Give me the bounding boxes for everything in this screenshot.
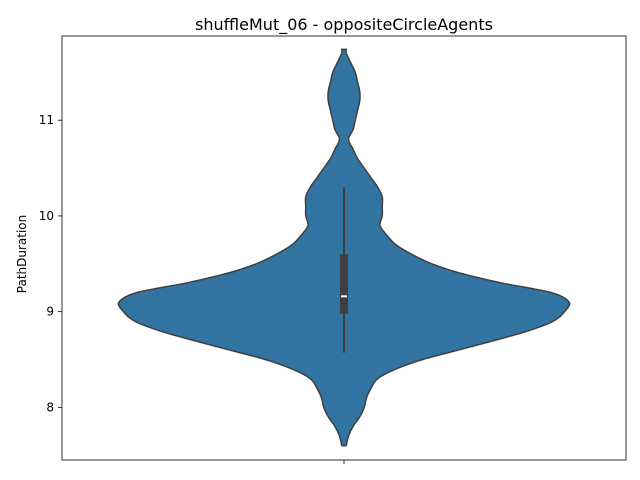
iqr-box — [340, 254, 348, 314]
y-axis-label: PathDuration — [15, 215, 29, 293]
y-tick-label: 9 — [46, 305, 54, 319]
y-tick-label: 8 — [46, 400, 54, 414]
y-tick-label: 11 — [39, 113, 54, 127]
y-tick-label: 10 — [39, 209, 54, 223]
chart-title: shuffleMut_06 - oppositeCircleAgents — [195, 15, 493, 35]
